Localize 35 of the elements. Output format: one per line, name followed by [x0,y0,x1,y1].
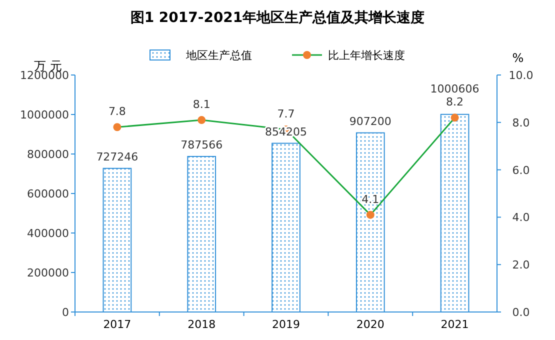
point [198,116,206,124]
y2-tick-label: 10.0 [508,69,534,82]
y2-tick-label: 6.0 [512,164,530,177]
x-tick-label: 2017 [103,318,132,331]
data-label: 787566 [180,138,223,152]
x-tick-label: 2018 [188,318,216,331]
x-tick-label: 2021 [440,318,469,331]
y-tick-label: 800000 [27,148,69,161]
y-tick-label: 0 [62,306,69,319]
chart-title: 图1 2017-2021年地区生产总值及其增长速度 [130,9,425,26]
y2-tick-label: 8.0 [512,116,530,130]
y2-tick-label: 4.0 [512,211,530,224]
y-tick-label: 600000 [27,188,69,200]
y2-tick-label: 0.0 [512,306,530,319]
y-tick-label: 400000 [27,227,69,240]
y2-tick-label: 2.0 [512,258,530,272]
data-label: 7.7 [277,108,295,121]
point [450,114,459,122]
x-tick-label: 2019 [272,318,300,331]
legend-label: 地区生产总值 [185,49,252,62]
y-tick-label: 1200000 [20,69,69,82]
point [366,210,374,219]
y-tick-label: 1000000 [20,108,69,122]
data-label: 4.1 [362,192,380,206]
y-tick-label: 200000 [27,266,69,280]
legend-label: 比上年增长速度 [328,49,405,62]
point [113,123,122,132]
data-label: 8.2 [446,96,464,109]
data-label: 8.1 [192,98,210,112]
data-label: 7.8 [108,105,126,118]
data-label: 907200 [349,114,392,128]
y2-axis-title: % [512,51,524,65]
data-label: 1000606 [430,82,480,96]
x-tick-label: 2020 [356,318,384,331]
data-label: 727246 [96,150,138,164]
